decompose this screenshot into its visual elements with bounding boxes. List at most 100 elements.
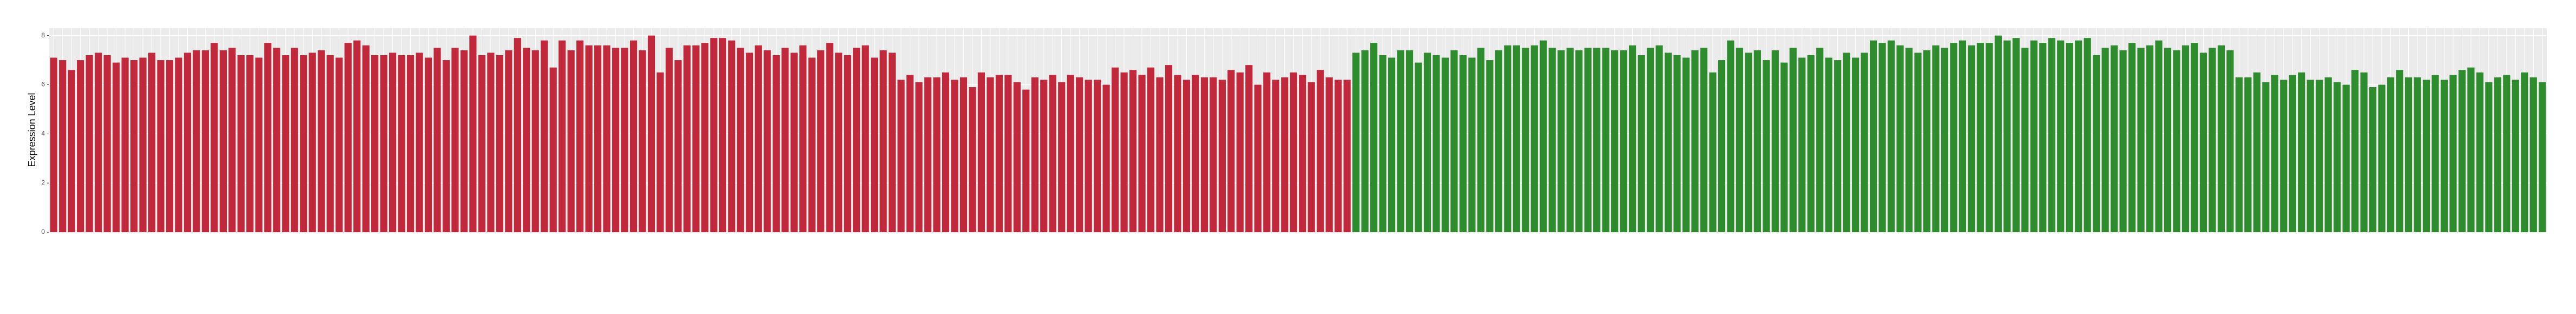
bar: [2253, 72, 2260, 232]
bar: [764, 50, 771, 232]
bar: [2360, 72, 2368, 232]
bar: [478, 55, 485, 232]
bar: [1673, 55, 1681, 232]
bar: [1753, 50, 1761, 232]
bar: [228, 48, 236, 233]
bar: [2084, 38, 2091, 233]
bar: [1548, 48, 1556, 233]
bar: [746, 53, 753, 232]
bar: [1397, 50, 1404, 232]
bar: [2440, 80, 2448, 232]
bar: [737, 48, 744, 233]
bar: [487, 53, 495, 232]
bar: [933, 77, 941, 232]
bar: [1691, 50, 1699, 232]
bar: [2235, 77, 2243, 232]
bar: [1530, 45, 1538, 233]
bar: [1513, 45, 1520, 233]
bar: [1896, 45, 1904, 233]
bar: [157, 60, 165, 233]
bar: [683, 45, 691, 233]
bar: [1405, 50, 1414, 232]
bar: [1352, 53, 1360, 232]
bar: [2030, 40, 2038, 232]
bar: [1968, 45, 1975, 233]
bar: [1004, 75, 1012, 232]
bar: [1655, 45, 1663, 233]
bar: [1325, 77, 1333, 232]
bar: [879, 50, 887, 232]
bar: [1112, 67, 1119, 233]
bar: [1423, 53, 1431, 232]
bar: [442, 60, 450, 233]
bar: [1495, 50, 1502, 232]
bar: [594, 45, 602, 233]
bar: [1745, 53, 1752, 232]
bar: [871, 57, 878, 232]
bar: [1540, 40, 1547, 232]
bar: [2181, 45, 2190, 233]
bar: [790, 53, 798, 232]
bar: [1816, 48, 1824, 233]
bar: [1932, 45, 1940, 233]
bar: [1620, 50, 1627, 232]
bar: [853, 48, 860, 233]
bar: [969, 87, 976, 232]
bar: [264, 43, 272, 232]
bar: [897, 80, 905, 232]
bar: [1575, 50, 1583, 232]
bar: [1441, 57, 1449, 232]
bar: [808, 57, 816, 232]
bar: [1843, 53, 1850, 232]
bar: [629, 40, 638, 232]
bar: [166, 60, 174, 233]
bar: [531, 50, 539, 232]
bar: [1727, 40, 1734, 232]
bar: [113, 62, 120, 232]
bar: [1138, 75, 1146, 232]
bar: [1370, 43, 1378, 232]
bar: [1272, 80, 1279, 232]
bar: [754, 45, 762, 233]
bar: [2066, 43, 2073, 232]
bar: [1415, 62, 1422, 232]
bar: [1120, 72, 1128, 232]
bar: [612, 48, 620, 233]
bar: [469, 35, 477, 233]
bar: [1807, 55, 1815, 232]
bar: [621, 48, 628, 233]
bar: [1477, 48, 1484, 233]
bar: [2137, 48, 2145, 233]
bar: [1156, 77, 1164, 232]
bar: [371, 55, 379, 232]
bar: [1307, 82, 1315, 232]
bar: [336, 57, 343, 232]
bar: [1468, 57, 1476, 232]
bar: [291, 48, 298, 233]
bar: [888, 53, 896, 232]
bar: [362, 45, 370, 233]
bar: [1218, 80, 1226, 232]
bar: [1200, 77, 1208, 232]
bar: [433, 48, 441, 233]
bar: [728, 40, 735, 232]
bar: [1094, 80, 1101, 232]
bar: [2512, 80, 2519, 232]
plot-panel: [49, 28, 2547, 232]
bar: [1236, 72, 1244, 232]
bar: [639, 50, 646, 232]
bar: [121, 57, 129, 232]
bar: [1067, 75, 1074, 232]
bar: [2458, 70, 2466, 233]
bar: [1379, 55, 1386, 232]
bar: [2217, 45, 2225, 233]
y-tick-label: 6: [41, 81, 45, 88]
bar: [2316, 80, 2323, 232]
bar: [139, 57, 147, 232]
bar: [2432, 75, 2439, 232]
bar: [2494, 77, 2501, 232]
bar: [1887, 40, 1895, 232]
bar: [2539, 82, 2546, 232]
bar: [406, 55, 415, 232]
